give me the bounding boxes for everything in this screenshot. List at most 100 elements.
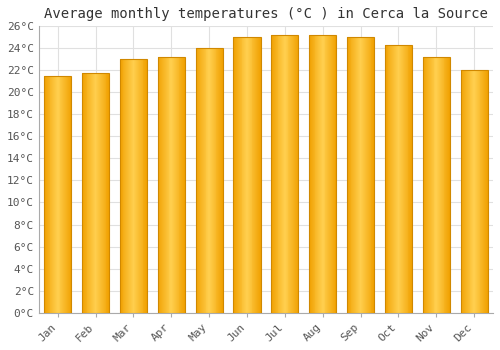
Bar [475,70,476,313]
Bar [136,59,137,313]
Bar [65,76,66,313]
Bar [487,70,488,313]
Bar [385,45,386,313]
Bar [426,57,427,313]
Bar [234,37,235,313]
Bar [222,48,223,313]
Bar [130,59,132,313]
Bar [476,70,477,313]
Bar [176,57,178,313]
Bar [239,37,240,313]
Bar [213,48,214,313]
Bar [274,35,275,313]
Bar [255,37,256,313]
Bar [178,57,180,313]
Bar [212,48,213,313]
Bar [55,76,56,313]
Bar [52,76,53,313]
Bar [464,70,465,313]
Bar [390,45,391,313]
Bar [104,72,106,313]
Bar [404,45,405,313]
Bar [444,57,446,313]
Bar [320,35,321,313]
Bar [442,57,444,313]
Bar [285,35,286,313]
Bar [82,72,109,313]
Bar [70,76,72,313]
Bar [334,35,336,313]
Bar [238,37,239,313]
Bar [280,35,281,313]
Bar [347,37,348,313]
Bar [90,72,91,313]
Bar [54,76,55,313]
Bar [324,35,326,313]
Bar [172,57,173,313]
Bar [486,70,487,313]
Bar [168,57,170,313]
Bar [96,72,98,313]
Bar [47,76,48,313]
Bar [120,59,147,313]
Bar [93,72,94,313]
Bar [309,35,336,313]
Bar [60,76,62,313]
Bar [360,37,362,313]
Bar [237,37,238,313]
Bar [329,35,330,313]
Bar [204,48,206,313]
Bar [356,37,357,313]
Bar [438,57,439,313]
Bar [484,70,485,313]
Bar [258,37,259,313]
Bar [271,35,272,313]
Bar [98,72,99,313]
Bar [311,35,312,313]
Bar [281,35,282,313]
Bar [347,37,374,313]
Bar [89,72,90,313]
Bar [294,35,295,313]
Bar [167,57,168,313]
Bar [427,57,428,313]
Bar [332,35,334,313]
Bar [62,76,63,313]
Bar [44,76,72,313]
Bar [132,59,134,313]
Bar [198,48,199,313]
Bar [221,48,222,313]
Bar [271,35,298,313]
Bar [200,48,201,313]
Bar [290,35,291,313]
Bar [56,76,57,313]
Bar [385,45,412,313]
Bar [480,70,482,313]
Bar [124,59,126,313]
Bar [196,48,198,313]
Bar [129,59,130,313]
Bar [406,45,408,313]
Title: Average monthly temperatures (°C ) in Cerca la Source: Average monthly temperatures (°C ) in Ce… [44,7,488,21]
Bar [350,37,352,313]
Bar [462,70,463,313]
Bar [434,57,436,313]
Bar [128,59,129,313]
Bar [348,37,349,313]
Bar [180,57,182,313]
Bar [66,76,67,313]
Bar [449,57,450,313]
Bar [101,72,102,313]
Bar [358,37,360,313]
Bar [244,37,245,313]
Bar [245,37,246,313]
Bar [160,57,162,313]
Bar [312,35,314,313]
Bar [88,72,89,313]
Bar [44,76,45,313]
Bar [424,57,426,313]
Bar [240,37,242,313]
Bar [164,57,165,313]
Bar [50,76,51,313]
Bar [410,45,411,313]
